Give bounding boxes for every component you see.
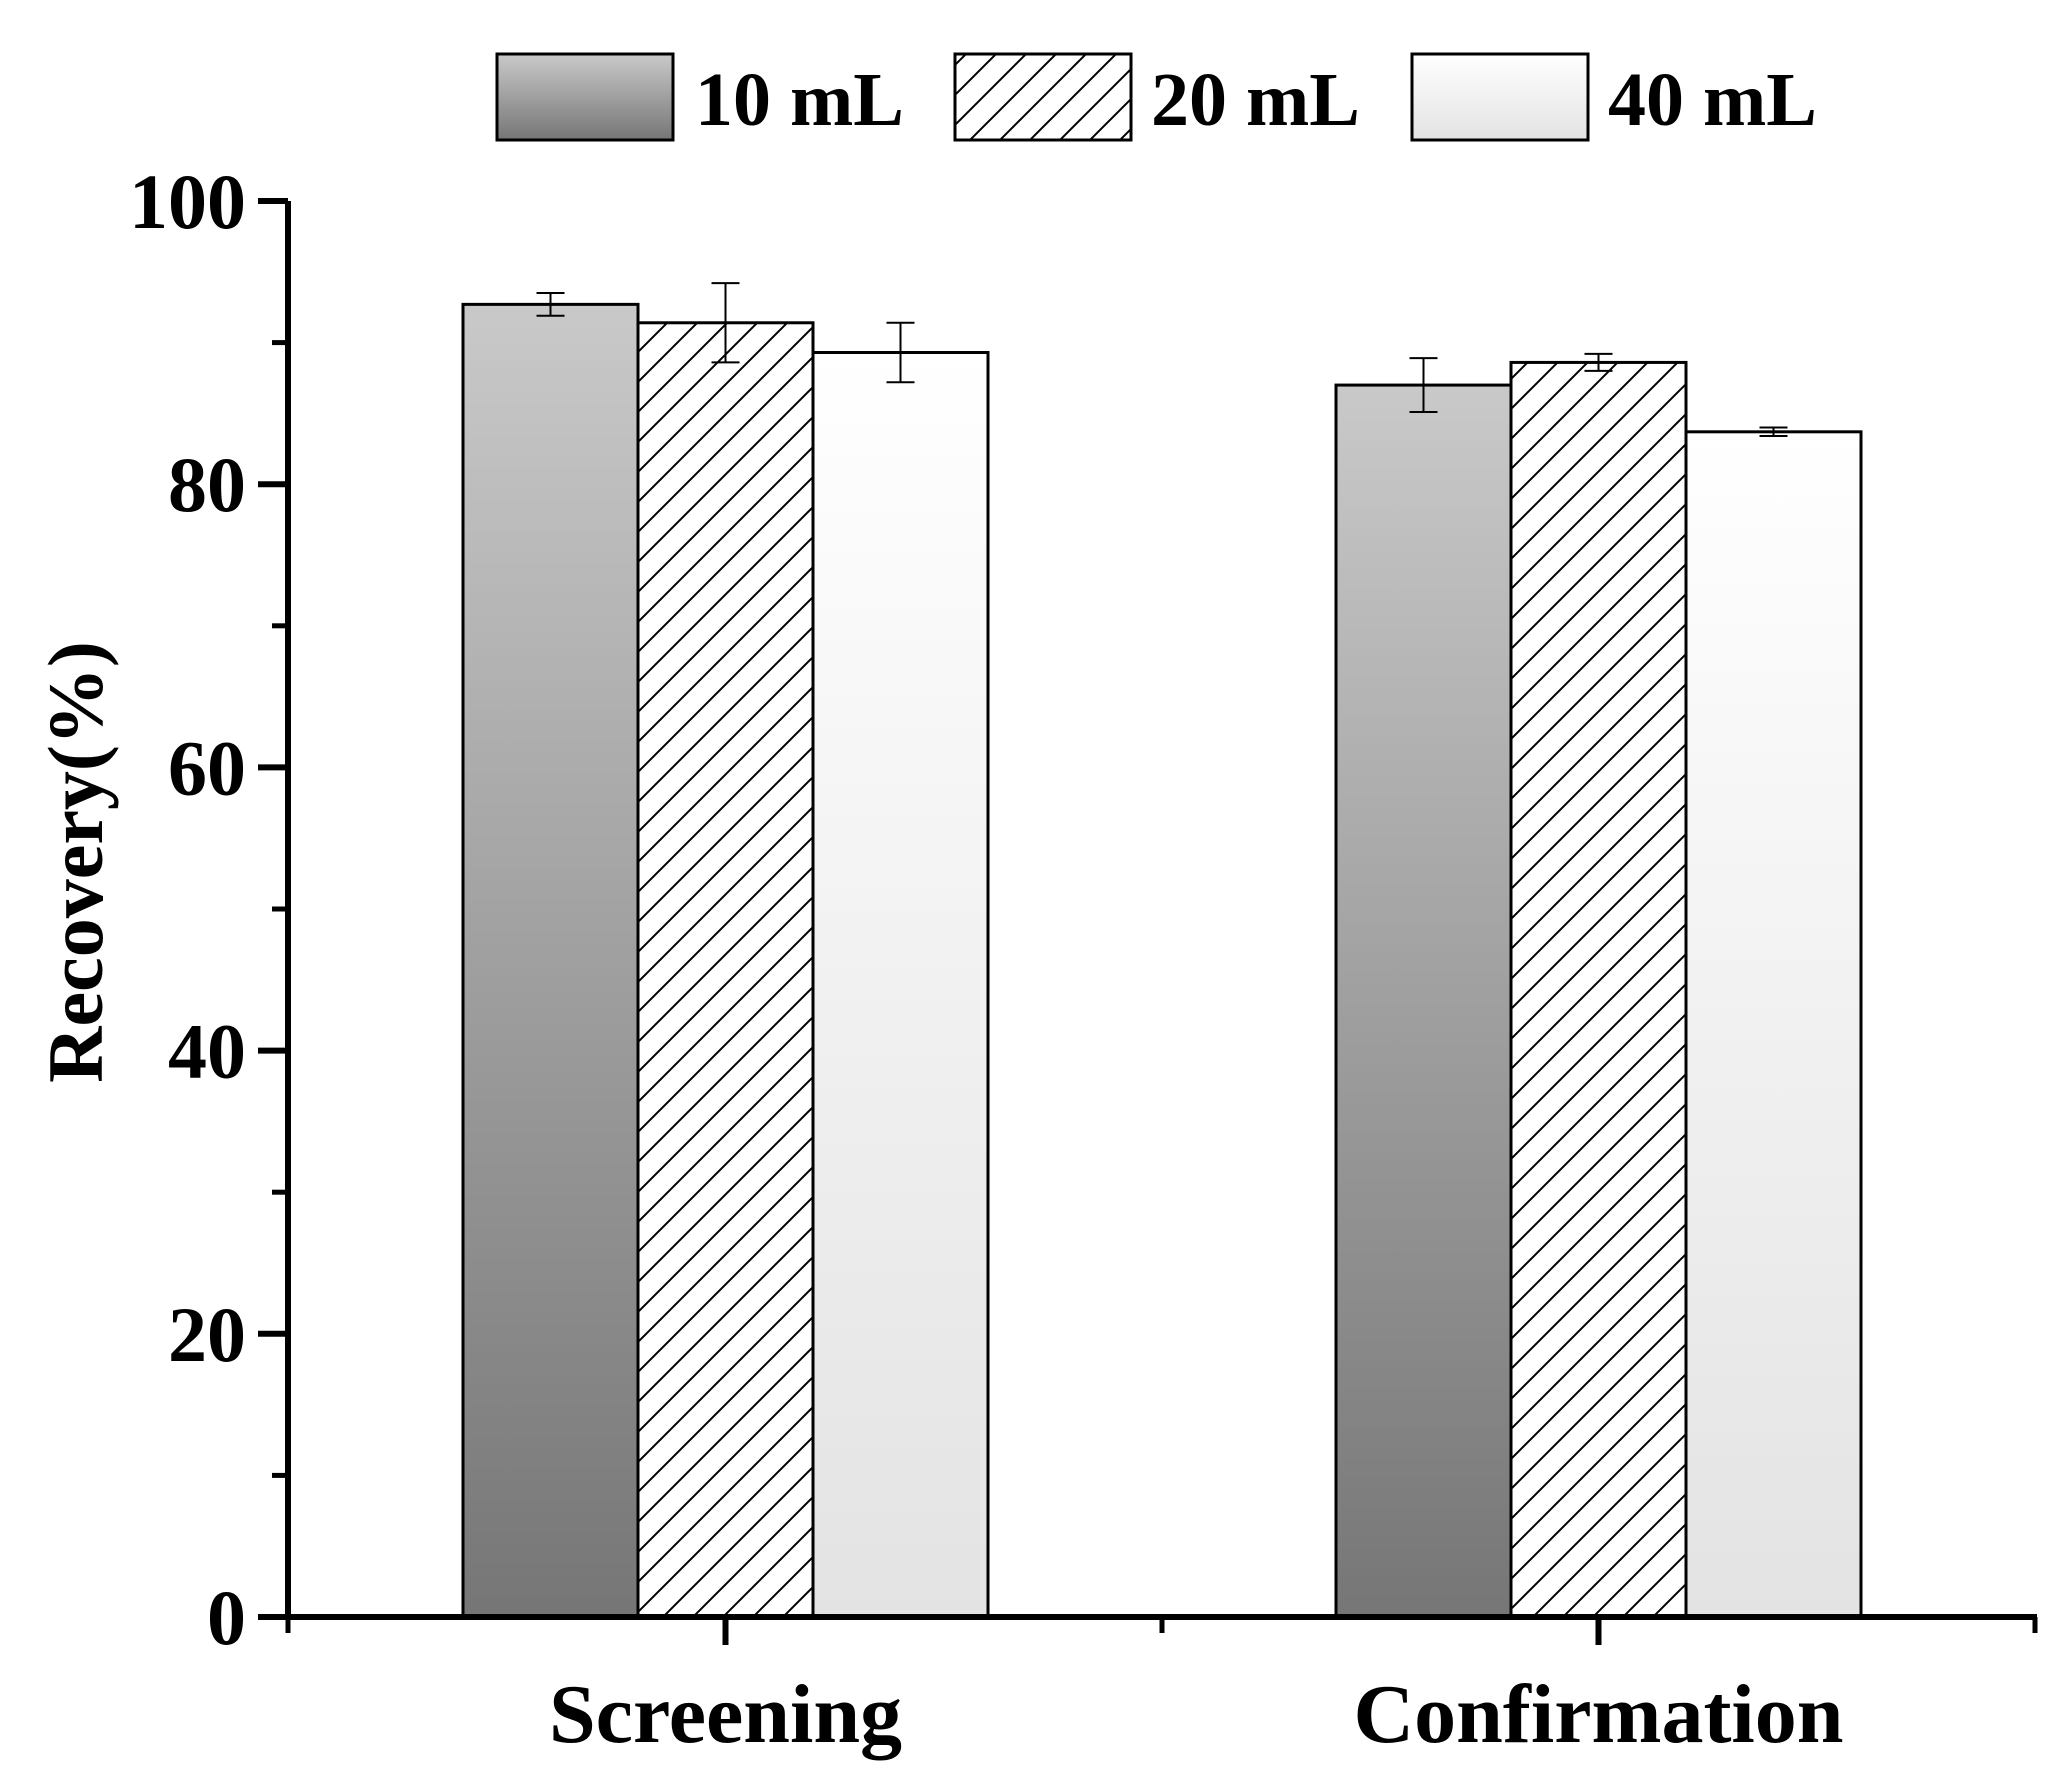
bar-40ml-screening [811,351,990,1619]
error-bars [536,282,1788,438]
legend-swatch-10ml [495,52,675,142]
x-category-label-screening: Screening [549,1668,902,1761]
error-bar [1759,426,1788,438]
error-bar [886,321,915,384]
bars [461,302,1863,1619]
error-bar [1409,357,1438,413]
bar-40ml-confirmation [1684,430,1863,1619]
y-tick-label: 80 [168,441,246,528]
y-tick-label: 0 [207,1574,246,1661]
y-tick-label: 40 [168,1008,246,1095]
legend-label-20ml: 20 mL [1151,58,1360,142]
y-tick-label: 20 [168,1291,246,1378]
legend-item-10ml: 10 mL [495,52,904,142]
y-tick-label: 60 [168,724,246,811]
bar-20ml-confirmation [1509,360,1688,1619]
bar-10ml-confirmation [1334,383,1513,1619]
legend-label-40ml: 40 mL [1608,58,1817,142]
legend: 10 mL 20 mL 40 mL [495,52,1817,142]
x-axis-ticks: Screening Confirmation [285,1617,2038,1761]
bar-10ml-screening [461,302,640,1619]
bar-20ml-screening [636,321,815,1619]
error-bar [536,292,565,317]
y-axis-ticks: 0 20 40 60 80 100 [129,158,288,1661]
legend-item-40ml: 40 mL [1410,52,1817,142]
error-bar [1584,352,1613,372]
legend-swatch-40ml [1410,52,1590,142]
error-bar [711,282,740,364]
y-tick-label: 100 [129,158,246,245]
legend-label-10ml: 10 mL [695,58,904,142]
y-axis-title: Recovery(%) [32,641,119,1083]
legend-item-20ml: 20 mL [953,52,1360,142]
legend-swatch-20ml [953,52,1133,142]
x-category-label-confirmation: Confirmation [1354,1668,1844,1761]
